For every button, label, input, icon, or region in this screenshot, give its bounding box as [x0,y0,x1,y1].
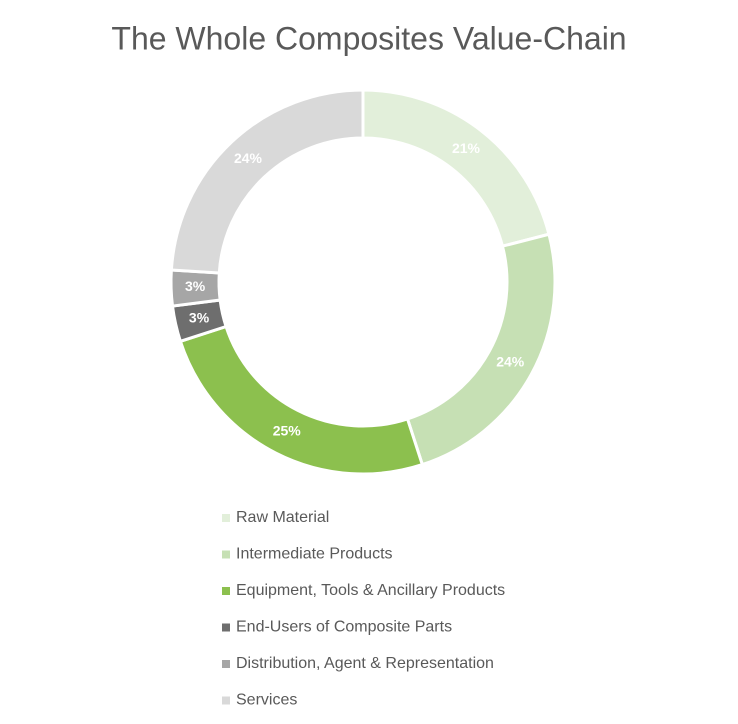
legend-label: End-Users of Composite Parts [236,619,452,636]
data-label: 24% [496,354,525,370]
legend-label: Equipment, Tools & Ancillary Products [236,582,505,599]
chart-title: The Whole Composites Value-Chain [111,20,626,56]
legend-marker [222,514,230,522]
donut-slice [405,232,557,467]
data-label: 24% [234,150,263,166]
data-label: 25% [273,422,302,438]
data-label: 3% [189,309,210,325]
data-label: 3% [185,278,206,294]
legend-label: Distribution, Agent & Representation [236,655,494,672]
donut-slice [361,88,551,249]
legend-marker [222,587,230,595]
legend-label: Intermediate Products [236,546,393,563]
legend-marker [222,696,230,705]
data-label: 21% [452,140,481,156]
donut-slice [169,88,365,275]
legend-label: Raw Material [236,509,329,526]
legend-marker [222,550,230,559]
donut-slice [178,324,425,476]
legend-marker [222,623,230,632]
legend-label: Services [236,692,297,709]
legend-marker [222,660,230,668]
